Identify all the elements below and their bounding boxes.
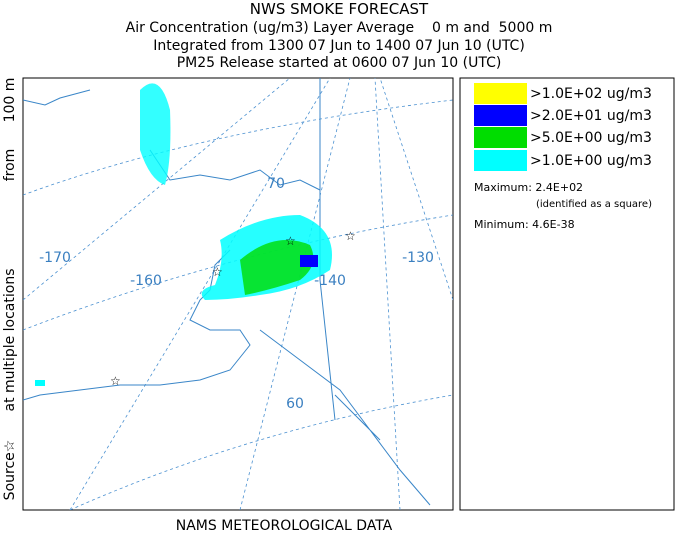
source-marker: ☆ bbox=[345, 229, 356, 243]
header-line: Integrated from 1300 07 Jun to 1400 07 J… bbox=[153, 38, 525, 54]
graticule bbox=[69, 78, 331, 510]
map-label: 60 bbox=[286, 396, 304, 412]
legend-swatch bbox=[474, 83, 527, 104]
maximum-note: (identified as a square) bbox=[536, 199, 652, 210]
source-marker: ☆ bbox=[285, 234, 296, 248]
coastline bbox=[23, 78, 431, 506]
header-line: PM25 Release started at 0600 07 Jun 10 (… bbox=[177, 55, 502, 71]
map-label: -160 bbox=[130, 273, 162, 289]
graticule bbox=[374, 78, 401, 510]
map: ☆ ☆ ☆ ☆ -170 -160 -140 -130 70 60 bbox=[23, 78, 453, 510]
header-line: Air Concentration (ug/m3) Layer Average … bbox=[126, 20, 553, 36]
legend-label: >1.0E+02 ug/m3 bbox=[530, 86, 652, 102]
source-marker: ☆ bbox=[212, 265, 223, 279]
footer: NAMS METEOROLOGICAL DATA bbox=[176, 518, 393, 532]
smoke-area bbox=[35, 380, 45, 386]
legend-label: >2.0E+01 ug/m3 bbox=[530, 108, 652, 124]
legend-swatch bbox=[474, 105, 527, 126]
map-label: -170 bbox=[39, 250, 71, 266]
legend: >1.0E+02 ug/m3 >2.0E+01 ug/m3 >5.0E+00 ug/… bbox=[474, 83, 652, 171]
side-label: Source☆ at multiple locations from 100 m bbox=[2, 78, 18, 501]
source-marker: ☆ bbox=[110, 374, 121, 388]
graticule bbox=[379, 78, 453, 301]
graticule bbox=[23, 99, 453, 196]
title: NWS SMOKE FORECAST bbox=[250, 0, 429, 18]
side-label-part: from bbox=[2, 149, 18, 182]
graticule bbox=[239, 78, 351, 510]
legend-swatch bbox=[474, 127, 527, 148]
smoke-area bbox=[240, 240, 314, 295]
graticule bbox=[23, 78, 291, 301]
minimum: Minimum: 4.6E-38 bbox=[474, 218, 575, 231]
smoke-area bbox=[140, 83, 171, 185]
map-label: -130 bbox=[402, 250, 434, 266]
graticule bbox=[69, 394, 453, 510]
legend-label: >5.0E+00 ug/m3 bbox=[530, 130, 652, 146]
smoke-area bbox=[300, 255, 318, 267]
legend-swatch bbox=[474, 150, 527, 171]
map-label: -140 bbox=[314, 273, 346, 289]
legend-label: >1.0E+00 ug/m3 bbox=[530, 153, 652, 169]
maximum: Maximum: 2.4E+02 bbox=[474, 181, 583, 194]
side-label-part: at multiple locations bbox=[2, 269, 18, 412]
side-label-part: Source☆ bbox=[2, 440, 18, 501]
side-label-part: 100 m bbox=[2, 78, 18, 123]
map-label: 70 bbox=[267, 176, 285, 192]
